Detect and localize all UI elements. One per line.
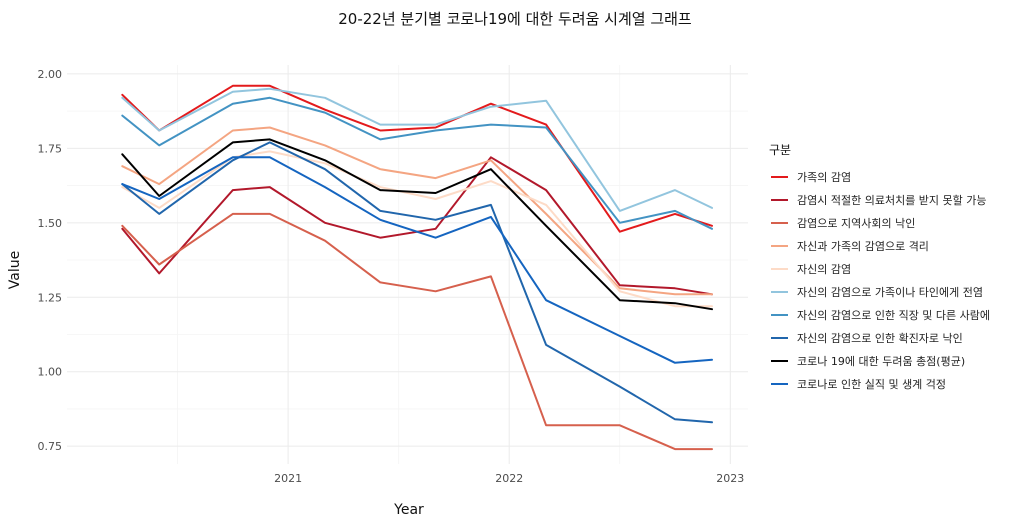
- y-tick-label: 1.00: [38, 366, 63, 379]
- legend-label-8: 자신의 감염으로 인한 확진자로 낙인: [797, 332, 963, 345]
- x-tick-label: 2023: [716, 472, 744, 485]
- legend-label-1: 가족의 감염: [797, 171, 851, 184]
- grid: [67, 65, 748, 464]
- x-tick-label: 2021: [274, 472, 302, 485]
- y-tick-label: 1.25: [38, 291, 63, 304]
- series-lines: [121, 84, 713, 451]
- legend-label-5: 자신의 감염: [797, 263, 851, 276]
- legend-label-4: 자신과 가족의 감염으로 격리: [797, 240, 929, 253]
- y-tick-label: 1.75: [38, 142, 63, 155]
- series-line-9: [121, 138, 713, 311]
- series-line-6: [121, 87, 713, 212]
- legend-label-6: 자신의 감염으로 가족이나 타인에게 전염: [797, 286, 983, 299]
- legend-label-7: 자신의 감염으로 인한 직장 및 다른 사람에: [797, 309, 990, 322]
- x-axis-title: Year: [393, 502, 424, 518]
- series-line-7: [121, 96, 713, 230]
- legend-label-10: 코로나로 인한 실직 및 생계 걱정: [797, 378, 946, 391]
- chart-title: 20-22년 분기별 코로나19에 대한 두려움 시계열 그래프: [338, 10, 692, 28]
- y-tick-label: 0.75: [38, 440, 63, 453]
- x-axis-ticks: 2021 2022 2023: [274, 472, 744, 485]
- legend-label-2: 감염시 적절한 의료처치를 받지 못할 가능: [797, 194, 987, 207]
- series-line-8: [121, 141, 713, 424]
- legend-label-3: 감염으로 지역사회의 낙인: [797, 217, 915, 230]
- series-line-2: [121, 156, 713, 296]
- y-axis-ticks: 0.75 1.00 1.25 1.50 1.75 2.00: [38, 68, 63, 453]
- x-tick-label: 2022: [495, 472, 523, 485]
- y-axis-title: Value: [7, 251, 23, 289]
- legend-title: 구분: [769, 143, 791, 157]
- y-tick-label: 1.50: [38, 217, 63, 230]
- series-line-5: [121, 150, 713, 308]
- y-tick-label: 2.00: [38, 68, 63, 81]
- legend-label-9: 코로나 19에 대한 두려움 총점(평균): [797, 355, 965, 368]
- series-line-10: [121, 156, 713, 364]
- series-line-1: [121, 84, 713, 233]
- series-line-4: [121, 126, 713, 296]
- series-line-3: [121, 212, 713, 451]
